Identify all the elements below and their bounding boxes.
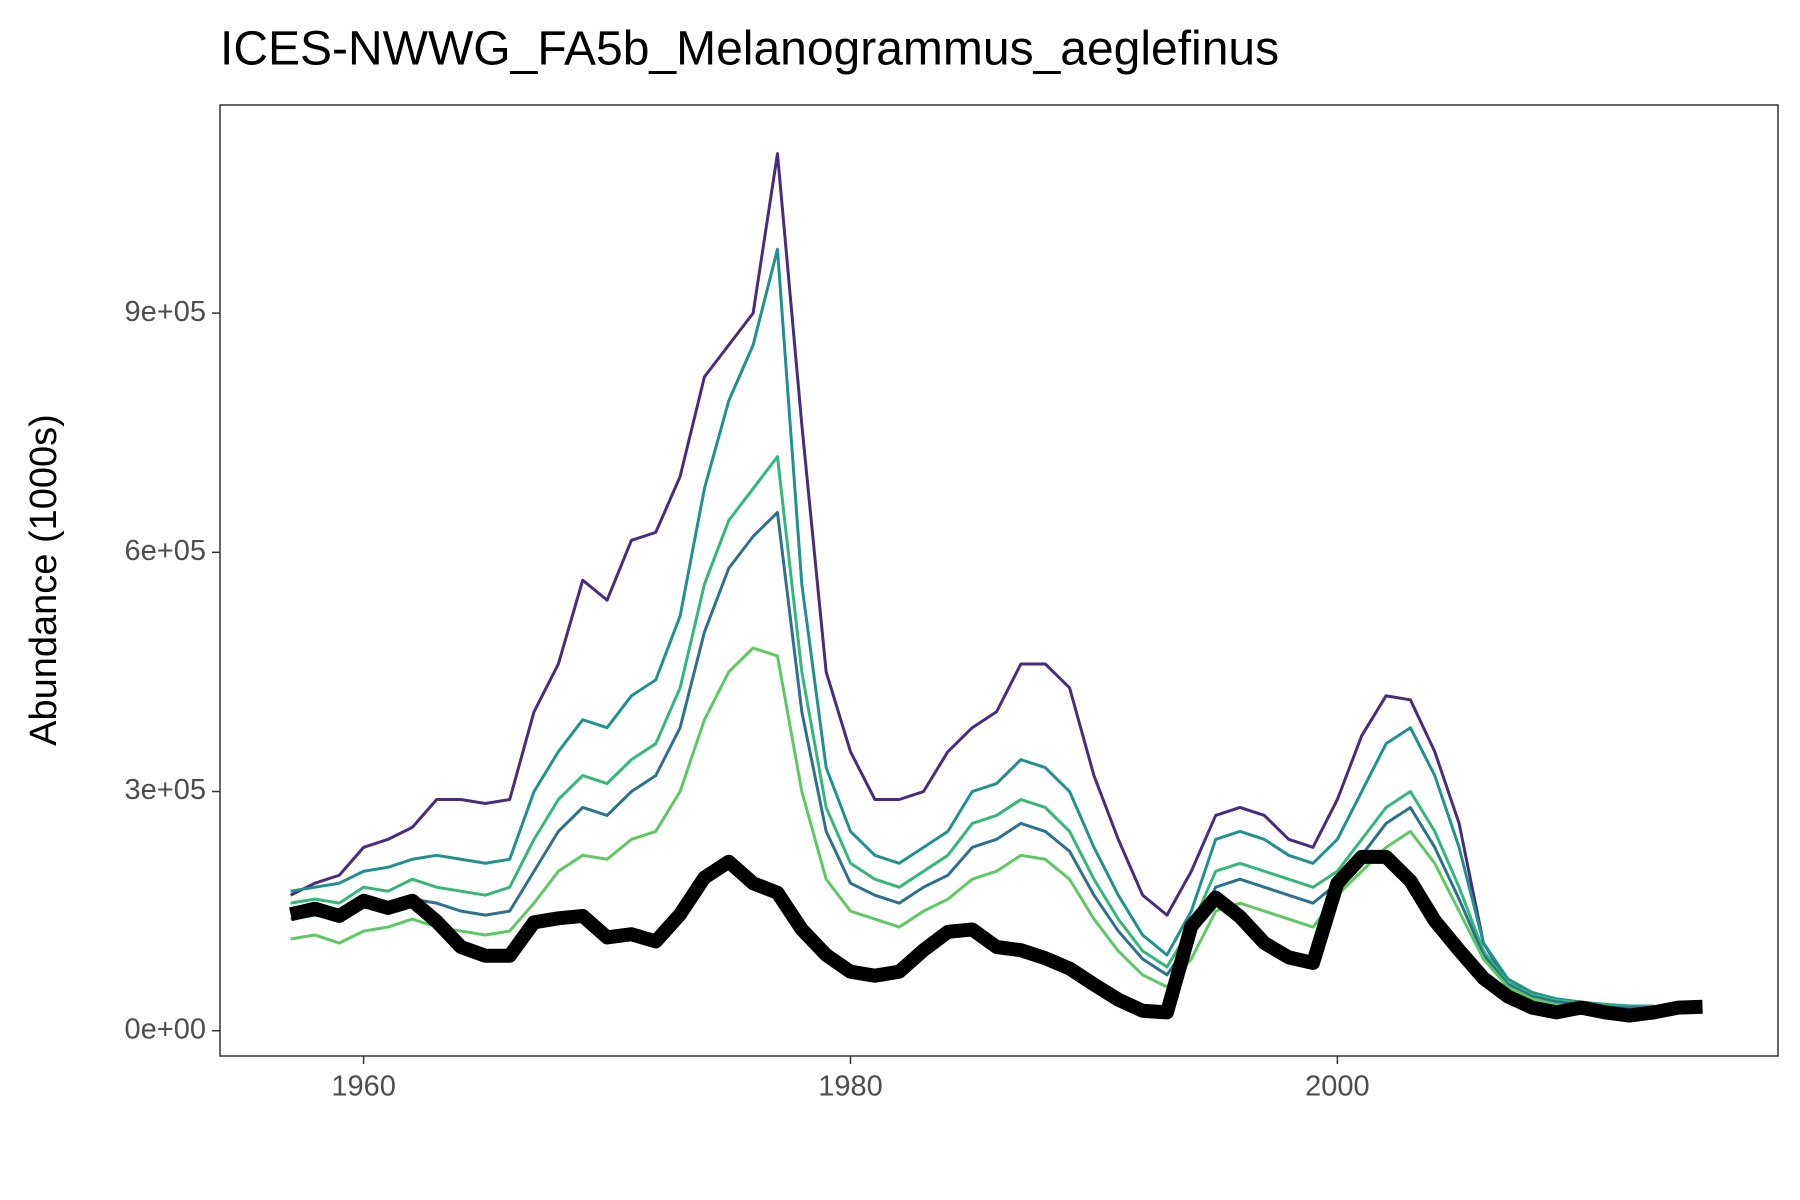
series-line [290, 455, 1654, 1009]
x-tick-label: 2000 [1305, 1071, 1370, 1103]
plot-area [289, 152, 1703, 1023]
series-line [290, 510, 1654, 1010]
chart-title: ICES-NWWG_FA5b_Melanogrammus_aeglefinus [220, 23, 1279, 76]
y-axis-title: Abundance (1000s) [23, 414, 65, 746]
y-tick-label: 3e+05 [125, 774, 206, 806]
y-tick-label: 0e+00 [125, 1013, 206, 1045]
series-line [290, 646, 1654, 1012]
y-tick-label: 6e+05 [125, 535, 206, 567]
panel-border [219, 104, 1779, 1057]
series-line [289, 152, 1654, 1009]
series-line [289, 849, 1703, 1023]
x-tick-label: 1980 [818, 1071, 883, 1103]
series-line [290, 247, 1654, 1008]
y-tick-label: 9e+05 [125, 296, 206, 328]
x-tick-label: 1960 [331, 1071, 396, 1103]
